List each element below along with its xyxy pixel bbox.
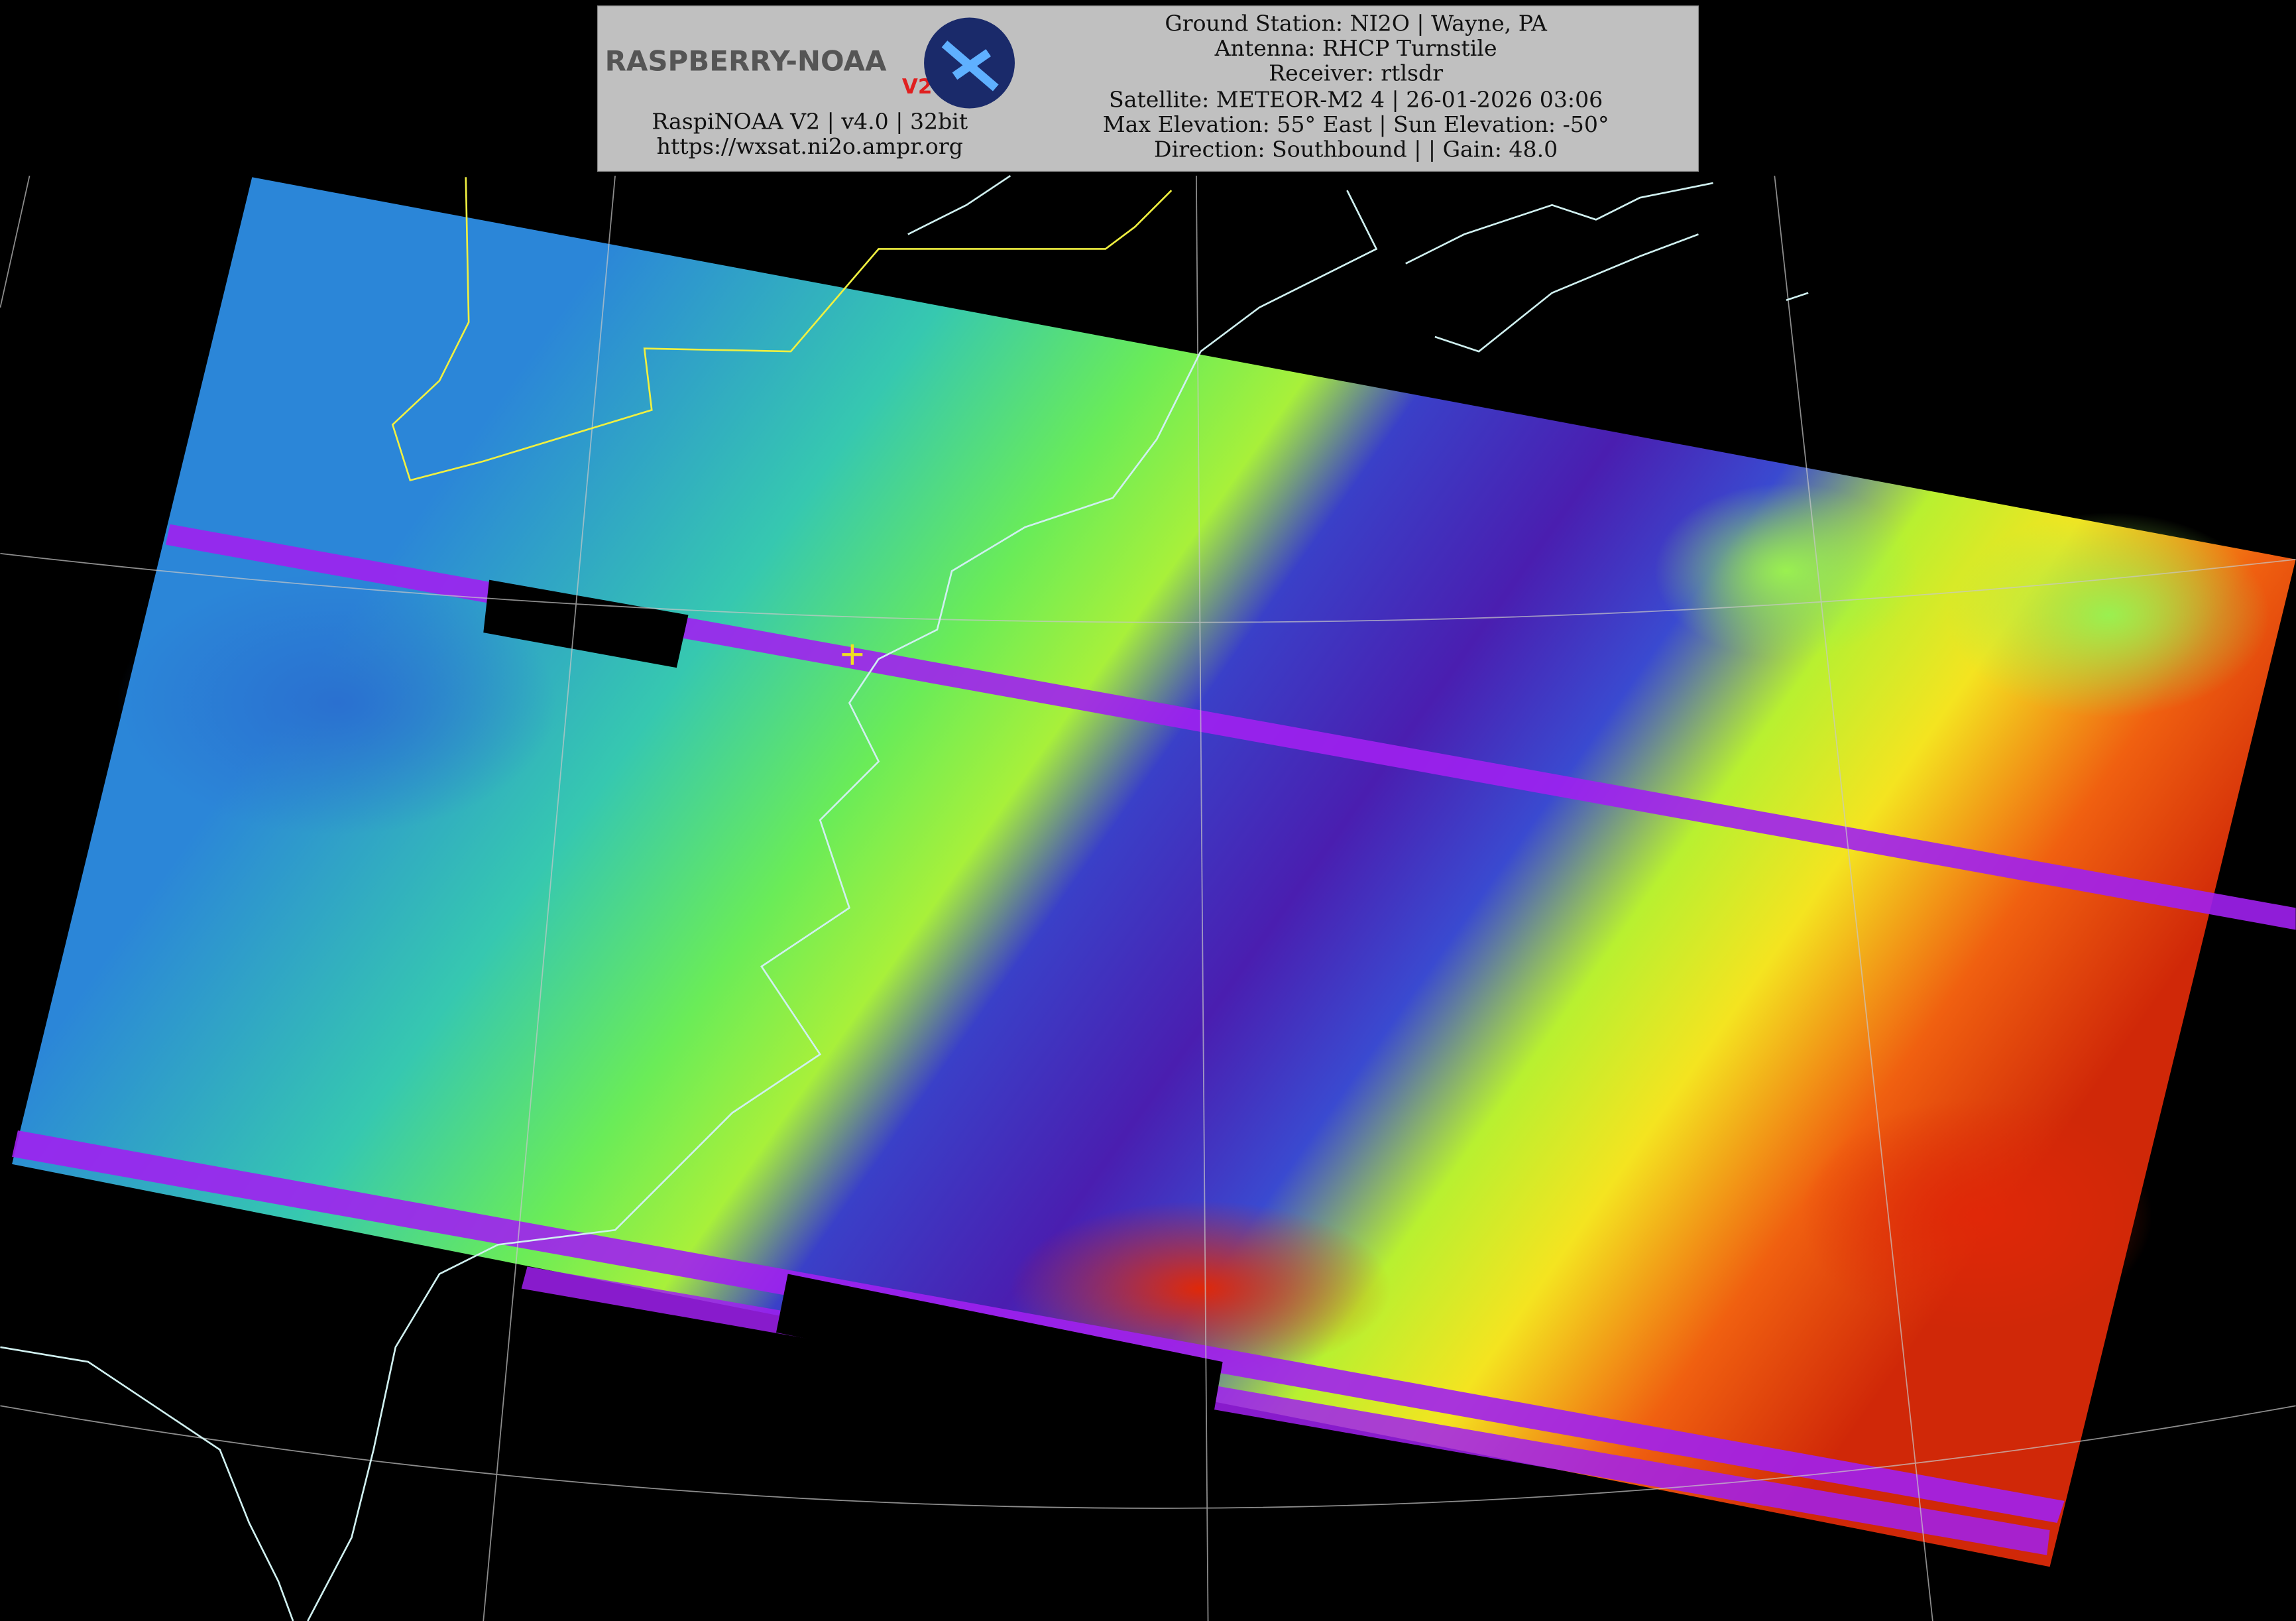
grid-line <box>0 553 2296 623</box>
logo-text: RASPBERRY-NOAA <box>605 44 887 77</box>
info-line: Antenna: RHCP Turnstile <box>1214 35 1497 61</box>
dropout <box>775 1274 1223 1421</box>
graticule <box>0 175 2296 1621</box>
info-line: Receiver: rtlsdr <box>1269 60 1443 86</box>
cloud <box>117 571 557 835</box>
info-line: Direction: Southbound | | Gain: 48.0 <box>1154 136 1558 162</box>
station-marker <box>842 644 863 665</box>
grid-line <box>0 1405 2296 1509</box>
url: https://wxsat.ni2o.ampr.org <box>657 133 963 159</box>
grid-line <box>1196 176 1209 1621</box>
border <box>391 177 1173 482</box>
satellite-icon <box>941 40 999 91</box>
grid-line <box>1774 175 1933 1621</box>
coastline <box>0 174 1809 1621</box>
cloud <box>1947 512 2269 718</box>
grid-line <box>483 175 616 1621</box>
cloud <box>1654 483 1918 659</box>
coastlines <box>0 174 1809 1621</box>
imagery <box>12 177 2296 1567</box>
info-line: Max Elevation: 55° East | Sun Elevation:… <box>1103 111 1609 137</box>
info-line: Ground Station: NI2O | Wayne, PA <box>1165 11 1548 36</box>
grid-line <box>0 175 30 308</box>
software: RaspiNOAA V2 | v4.0 | 32bit <box>652 109 968 135</box>
info-line: Satellite: METEOR-M2 4 | 26-01-2026 03:0… <box>1109 86 1603 112</box>
cloud <box>1801 1098 2153 1333</box>
header-panel <box>597 5 1699 172</box>
noise-stripe <box>165 524 2296 930</box>
header: RASPBERRY-NOAA V2 RaspiNOAA V2 | v4.0 | … <box>597 5 1699 172</box>
